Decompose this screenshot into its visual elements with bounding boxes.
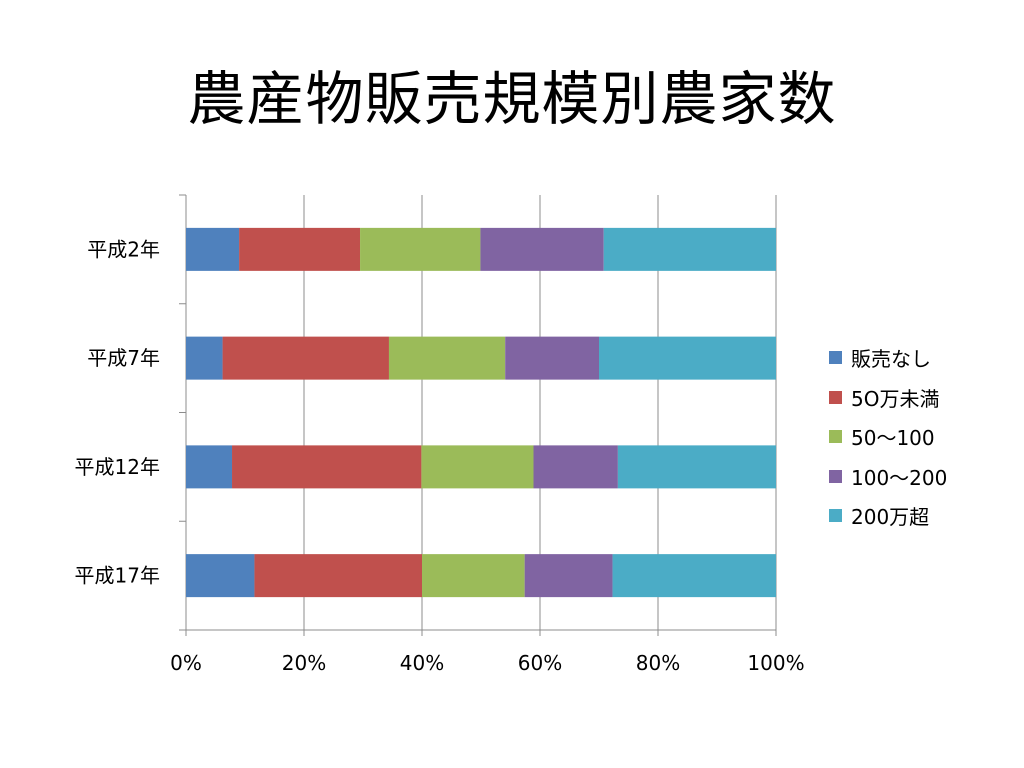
x-tick-label: 20% bbox=[282, 651, 326, 675]
category-label: 平成2年 bbox=[87, 237, 160, 261]
bar-segment bbox=[422, 554, 525, 598]
legend-swatch bbox=[829, 430, 842, 444]
x-tick-label: 60% bbox=[518, 651, 562, 675]
legend-item: 100〜200 bbox=[829, 457, 947, 497]
x-tick-label: 0% bbox=[170, 651, 202, 675]
bar-segment bbox=[186, 445, 233, 489]
legend-label: 50〜100 bbox=[851, 426, 935, 451]
bar-segment bbox=[599, 336, 776, 380]
bar-segment bbox=[239, 227, 361, 271]
x-tick-label: 80% bbox=[636, 651, 680, 675]
slide-title: 農産物販売規模別農家数 bbox=[187, 65, 837, 133]
category-label: 平成7年 bbox=[87, 346, 160, 370]
legend-item: 5O万未満 bbox=[829, 378, 947, 418]
legend-label: 販売なし bbox=[851, 347, 931, 372]
bar-segment bbox=[186, 227, 240, 271]
bar-segment bbox=[254, 554, 422, 598]
bar-segment bbox=[612, 554, 776, 598]
bar-segment bbox=[533, 445, 618, 489]
bar-segment bbox=[617, 445, 776, 489]
bar-segment bbox=[232, 445, 422, 489]
bar-segment bbox=[222, 336, 389, 380]
x-tick-label: 100% bbox=[747, 651, 804, 675]
legend-item: 販売なし bbox=[829, 338, 947, 378]
legend-label: 5O万未満 bbox=[851, 386, 940, 411]
bar-segment bbox=[480, 227, 604, 271]
bar-segment bbox=[186, 336, 223, 380]
legend-swatch bbox=[829, 390, 842, 404]
category-label: 平成12年 bbox=[75, 455, 160, 479]
x-tick-label: 40% bbox=[400, 651, 444, 675]
bar-segment bbox=[388, 336, 506, 380]
legend-label: 100〜200 bbox=[851, 465, 948, 490]
legend-swatch bbox=[829, 469, 842, 483]
chart-legend: 販売なし 5O万未満 50〜100 100〜200 200万超 bbox=[829, 338, 947, 536]
category-label: 平成17年 bbox=[75, 564, 160, 588]
bar-segment bbox=[505, 336, 599, 380]
legend-swatch bbox=[829, 509, 842, 523]
bar-segment bbox=[421, 445, 534, 489]
legend-swatch bbox=[829, 351, 842, 365]
legend-label: 200万超 bbox=[851, 505, 930, 530]
bar-segment bbox=[360, 227, 481, 271]
bar-segment bbox=[603, 227, 776, 271]
bar-segment bbox=[186, 554, 255, 598]
bar-segment bbox=[524, 554, 613, 598]
legend-item: 200万超 bbox=[829, 496, 947, 536]
legend-item: 50〜100 bbox=[829, 417, 947, 457]
